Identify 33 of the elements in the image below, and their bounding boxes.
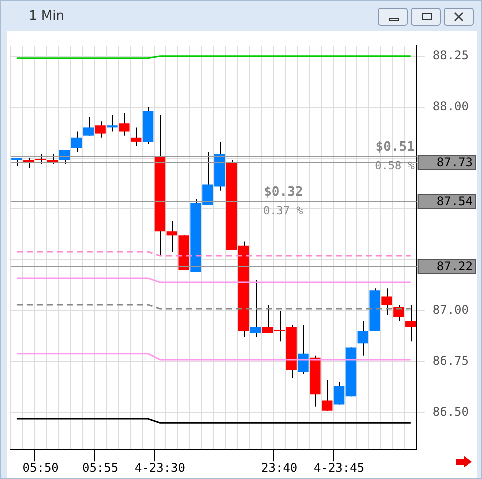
annotation: $0.32 [264, 184, 304, 200]
candlestick [382, 288, 392, 316]
annotation: 0.58 % [375, 160, 416, 173]
y-tick-label: 88.00 [432, 99, 469, 114]
annotation: $0.51 [376, 140, 416, 156]
candlestick [394, 304, 404, 322]
candlestick [298, 324, 309, 375]
ref-line-label: 87.73 [436, 156, 473, 170]
x-tick-label: 23:40 [262, 460, 298, 475]
candlestick [35, 154, 46, 165]
candlestick [250, 280, 262, 338]
y-tick-label: 87.00 [432, 303, 469, 318]
ref-line-label: 87.22 [436, 260, 473, 274]
y-tick-label: 86.75 [432, 354, 469, 368]
annotation: 0.37 % [263, 204, 304, 218]
candlestick [358, 320, 369, 356]
x-tick-label: 4-23:30 [134, 460, 186, 475]
candlestick [59, 150, 70, 165]
x-tick-label: 4-23:45 [314, 460, 365, 475]
candlestick [95, 121, 106, 138]
x-tick-label: 05:55 [82, 460, 119, 475]
candlestick [166, 220, 178, 252]
y-tick-label: 86.50 [432, 405, 469, 420]
chart-title: 1 Min [29, 9, 64, 24]
candlestick [83, 117, 94, 136]
x-tick-label: 05:50 [22, 460, 59, 475]
ref-line-label: 87.54 [436, 194, 473, 209]
candlestick [71, 131, 82, 153]
candlestick [107, 114, 118, 132]
y-tick-label: 88.25 [432, 48, 469, 63]
candlestick [130, 127, 142, 147]
candlestick [119, 112, 130, 136]
candlestick [322, 380, 333, 412]
